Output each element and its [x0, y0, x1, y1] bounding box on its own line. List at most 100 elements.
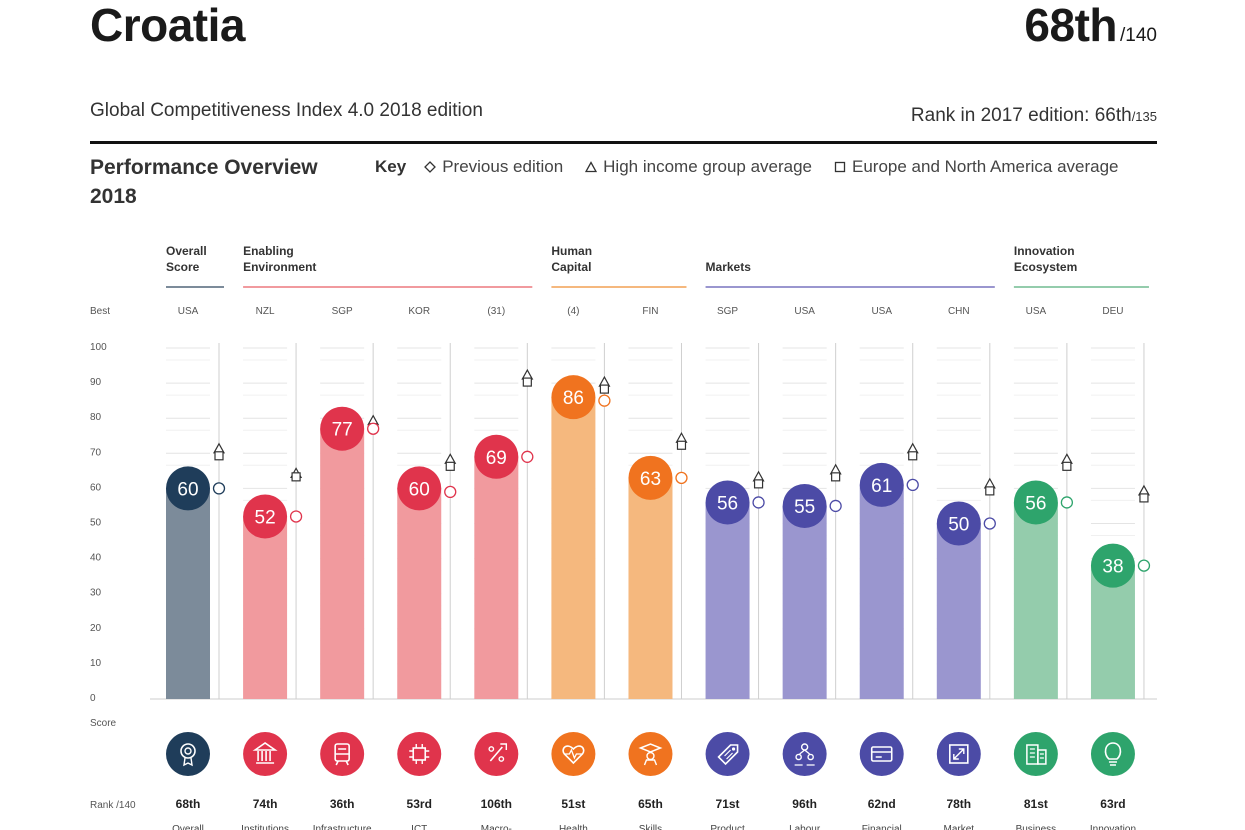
- icon-circle: [705, 732, 750, 776]
- tag-icon: [717, 744, 739, 766]
- target-icon: [180, 743, 196, 767]
- pillar-icon: [1090, 732, 1135, 776]
- shape: [948, 744, 969, 764]
- rank-label: 81st: [1024, 797, 1048, 811]
- bar: [782, 505, 827, 699]
- y-tick-label: 90: [90, 377, 102, 388]
- europe-marker: [908, 451, 918, 461]
- previous-marker: [1137, 559, 1151, 572]
- performance-year: 2018: [90, 185, 137, 208]
- best-country: FIN: [642, 306, 658, 317]
- best-country: KOR: [408, 306, 430, 317]
- group-header: Human Capital: [551, 244, 687, 288]
- value-circle: [936, 501, 981, 546]
- y-tick-label: 10: [90, 658, 102, 669]
- europe-marker: [445, 461, 455, 471]
- rank-label: 74th: [253, 797, 278, 811]
- shape: [335, 748, 350, 766]
- pillar-icon: [782, 732, 827, 776]
- value-label: 61: [871, 476, 892, 497]
- pillar-column: (31) 69 106th Macro-: [474, 306, 534, 830]
- pillar-icon: [474, 732, 519, 776]
- graduate-icon: [638, 743, 663, 766]
- shape: [717, 744, 739, 766]
- shape: [184, 747, 192, 755]
- previous-marker: [367, 422, 380, 435]
- pillar-column: DEU 38 63rd Innovation: [1090, 306, 1151, 830]
- previous-marker: [521, 450, 534, 463]
- shape: [1104, 742, 1122, 760]
- rank-label: 68th: [176, 797, 201, 811]
- pillar-column: SGP 56 71st Product: [705, 306, 765, 830]
- chip-icon: [409, 744, 430, 764]
- group-label-line1: Human: [551, 244, 592, 258]
- shape: [953, 748, 965, 760]
- legend-previous: Previous edition: [424, 157, 563, 177]
- pillar-column: NZL 52 74th Institutions: [241, 306, 303, 830]
- shape: [334, 743, 350, 762]
- group-label-line2: Score: [166, 260, 200, 274]
- previous-marker: [444, 485, 457, 499]
- icon-circle: [859, 732, 904, 776]
- best-country: (4): [567, 306, 579, 317]
- previous-marker: [598, 394, 611, 407]
- pillar-name: Infrastructure: [313, 824, 372, 830]
- value-label: 56: [1025, 493, 1046, 514]
- pillar-column: KOR 60 53rd ICT: [397, 306, 457, 830]
- value-circle: [243, 494, 288, 539]
- heart-icon: [562, 745, 585, 765]
- value-circle: [705, 480, 750, 525]
- group-label-line1: Enabling: [243, 244, 294, 258]
- best-country: USA: [871, 306, 892, 317]
- y-tick-label: 100: [90, 342, 107, 353]
- pillar-icon: [1013, 732, 1058, 776]
- card-icon: [870, 746, 893, 762]
- expand-icon: [948, 744, 969, 764]
- previous-marker: [289, 510, 303, 523]
- overall-rank: 68th/140: [1024, 0, 1157, 62]
- pillar-name: Market: [944, 824, 975, 830]
- country-title: Croatia: [90, 0, 245, 51]
- value-circle: [320, 406, 365, 451]
- icon-circle: [1013, 732, 1058, 776]
- europe-marker: [985, 486, 995, 496]
- group-header: Overall Score: [166, 244, 224, 288]
- previous-marker: [1060, 496, 1074, 509]
- rank-axis-label: Rank /140: [90, 800, 136, 811]
- legend-europe-label: Europe and North America average: [852, 157, 1119, 176]
- shape: [1108, 761, 1117, 766]
- rank-label: 65th: [638, 797, 663, 811]
- pillar-icon: [243, 732, 288, 776]
- group-header: Innovation Ecosystem: [1013, 244, 1149, 288]
- pillar-name: Innovation: [1090, 824, 1136, 830]
- best-country: CHN: [948, 306, 970, 317]
- value-label: 56: [717, 493, 738, 514]
- bar: [320, 428, 365, 699]
- square-icon: [834, 161, 846, 173]
- y-tick-label: 40: [90, 553, 102, 564]
- infrastructure-icon: [334, 743, 350, 766]
- best-label: Best: [90, 306, 110, 317]
- pillar-name: Skills: [639, 824, 662, 830]
- value-label: 69: [486, 448, 507, 469]
- y-tick-label: 50: [90, 518, 102, 529]
- group-label-line2: Capital: [551, 260, 591, 274]
- value-label: 50: [948, 515, 969, 536]
- value-label: 63: [640, 469, 661, 490]
- triangle-icon: [585, 161, 598, 173]
- overall-rank-total: /140: [1120, 25, 1157, 46]
- y-tick-label: 30: [90, 588, 102, 599]
- value-circle: [628, 455, 673, 500]
- pillar-name: Macro-: [481, 824, 512, 830]
- pillar-name: Business: [1016, 824, 1057, 830]
- value-circle: [1013, 480, 1058, 525]
- pillar-icon: [628, 732, 673, 776]
- shape: [1029, 748, 1044, 759]
- pillar-icon: [166, 732, 210, 776]
- shape: [800, 743, 809, 751]
- value-circle: [166, 466, 210, 511]
- pillar-icon: [551, 732, 596, 776]
- icon-circle: [397, 732, 442, 776]
- pillar-column: FIN 63 65th Skills: [628, 306, 688, 830]
